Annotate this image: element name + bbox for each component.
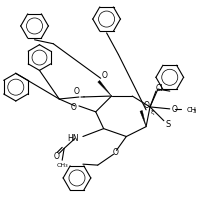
Text: '': '' <box>83 95 86 100</box>
Text: O: O <box>53 151 59 160</box>
Text: O: O <box>144 100 150 109</box>
Text: Cl: Cl <box>156 83 163 92</box>
Text: CH: CH <box>187 106 197 112</box>
Text: S: S <box>165 120 170 129</box>
Text: O: O <box>112 147 118 156</box>
Text: CH₃: CH₃ <box>56 162 68 167</box>
Polygon shape <box>98 81 111 97</box>
Text: O: O <box>102 71 108 80</box>
Text: 3: 3 <box>192 109 196 114</box>
Text: HN: HN <box>68 133 79 142</box>
Polygon shape <box>140 111 146 127</box>
Text: O: O <box>74 87 80 96</box>
Text: ξ: ξ <box>150 110 154 115</box>
Text: O: O <box>172 105 178 114</box>
Text: O: O <box>71 103 77 112</box>
